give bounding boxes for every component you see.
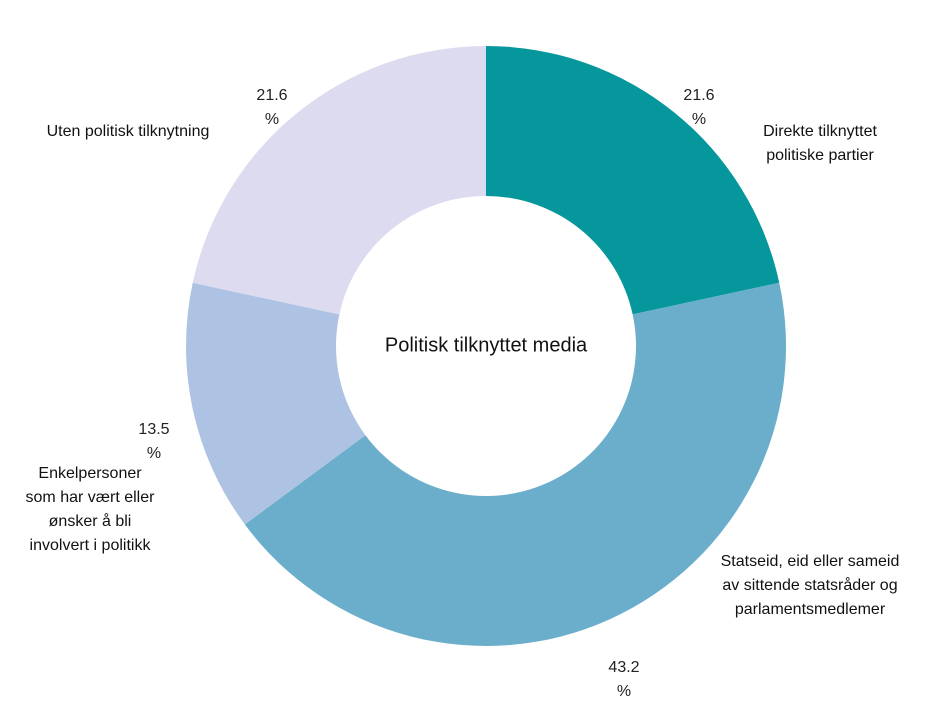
category-label: Enkelpersoner som har vært eller ønsker … bbox=[25, 465, 155, 554]
value-label: 43.2 % bbox=[608, 659, 640, 700]
value-label: 21.6 % bbox=[256, 87, 288, 128]
value-label: 21.6 % bbox=[683, 87, 715, 128]
donut-segment bbox=[186, 282, 366, 525]
value-label: 13.5 % bbox=[138, 421, 170, 462]
category-label: Uten politisk tilknytning bbox=[46, 123, 210, 140]
donut-segment bbox=[244, 282, 787, 647]
donut-segment bbox=[486, 46, 780, 315]
category-label: Direkte tilknyttet politiske partier bbox=[763, 123, 877, 164]
donut-segment bbox=[192, 46, 486, 315]
chart-title: Politisk tilknyttet media bbox=[384, 334, 588, 357]
category-label: Statseid, eid eller sameid av sittende s… bbox=[720, 553, 900, 618]
